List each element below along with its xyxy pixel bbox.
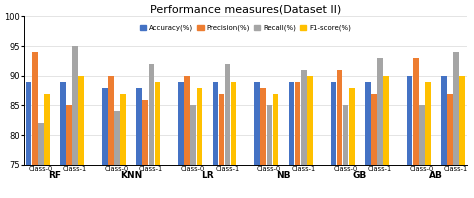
Bar: [219, 94, 224, 165]
Bar: [337, 70, 342, 165]
Title: Performance measures(Dataset II): Performance measures(Dataset II): [150, 4, 341, 14]
Legend: Accuracy(%), Precision(%), Recall(%), F1-score(%): Accuracy(%), Precision(%), Recall(%), F1…: [139, 24, 352, 32]
Bar: [120, 94, 126, 165]
Bar: [231, 82, 237, 165]
Text: RF: RF: [48, 171, 62, 180]
Bar: [330, 82, 336, 165]
Bar: [447, 94, 453, 165]
Bar: [148, 64, 154, 165]
Bar: [32, 52, 37, 165]
Bar: [413, 58, 419, 165]
Bar: [26, 82, 31, 165]
Bar: [38, 123, 44, 165]
Bar: [307, 76, 313, 165]
Text: KNN: KNN: [120, 171, 142, 180]
Bar: [407, 76, 412, 165]
Bar: [289, 82, 294, 165]
Bar: [261, 88, 266, 165]
Bar: [102, 88, 108, 165]
Bar: [73, 46, 78, 165]
Bar: [184, 76, 190, 165]
Bar: [142, 100, 148, 165]
Bar: [301, 70, 307, 165]
Bar: [178, 82, 184, 165]
Bar: [266, 106, 272, 165]
Bar: [453, 52, 459, 165]
Bar: [108, 76, 114, 165]
Bar: [295, 82, 301, 165]
Bar: [44, 94, 50, 165]
Bar: [191, 106, 196, 165]
Bar: [365, 82, 371, 165]
Bar: [377, 58, 383, 165]
Bar: [459, 76, 465, 165]
Bar: [66, 106, 72, 165]
Bar: [383, 76, 389, 165]
Bar: [273, 94, 278, 165]
Bar: [79, 76, 84, 165]
Text: GB: GB: [353, 171, 367, 180]
Bar: [441, 76, 447, 165]
Bar: [371, 94, 377, 165]
Bar: [114, 111, 120, 165]
Bar: [255, 82, 260, 165]
Bar: [197, 88, 202, 165]
Text: AB: AB: [429, 171, 443, 180]
Bar: [343, 106, 348, 165]
Bar: [212, 82, 218, 165]
Bar: [419, 106, 425, 165]
Bar: [425, 82, 431, 165]
Bar: [225, 64, 230, 165]
Bar: [60, 82, 66, 165]
Text: LR: LR: [201, 171, 214, 180]
Bar: [137, 88, 142, 165]
Bar: [155, 82, 160, 165]
Text: NB: NB: [276, 171, 291, 180]
Bar: [349, 88, 355, 165]
